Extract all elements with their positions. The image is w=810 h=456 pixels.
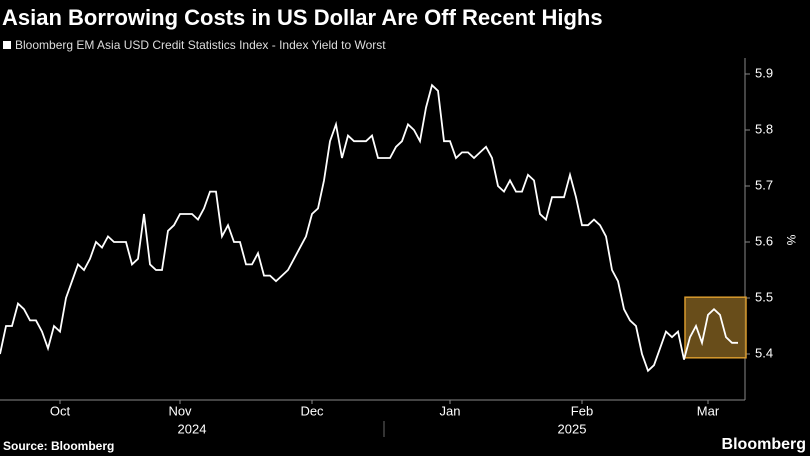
x-tick-label: Mar [697,403,720,418]
year-label: 2024 [178,421,207,436]
x-tick-label: Feb [571,403,593,418]
year-label: 2025 [558,421,587,436]
source: Source: Bloomberg [3,439,114,453]
y-tick-label: 5.4 [755,345,773,360]
y-tick-label: 5.6 [755,233,773,248]
y-tick-label: 5.7 [755,177,773,192]
chart-title: Asian Borrowing Costs in US Dollar Are O… [2,5,603,30]
legend-swatch [3,41,11,49]
y-tick-label: 5.8 [755,121,773,136]
x-tick-label: Nov [168,403,192,418]
y-tick-label: 5.9 [755,65,773,80]
legend-label: Bloomberg EM Asia USD Credit Statistics … [15,38,386,52]
x-tick-label: Jan [440,403,461,418]
x-tick-label: Dec [300,403,324,418]
x-tick-label: Oct [50,403,71,418]
y-tick-label: 5.5 [755,289,773,304]
line [0,83,738,373]
highlight-box [684,296,747,359]
brand: Bloomberg [722,436,806,453]
y-axis-label: % [784,235,798,246]
